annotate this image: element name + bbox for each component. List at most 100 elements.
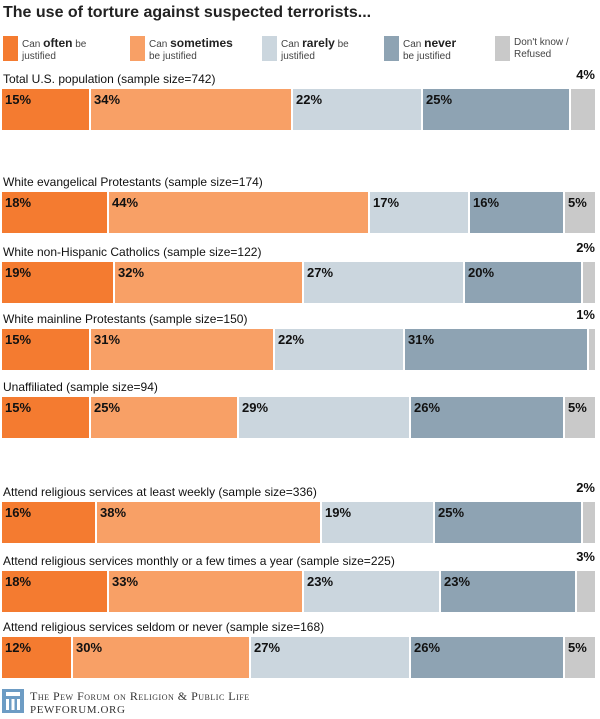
group-label: Attend religious services seldom or neve… [3,620,325,634]
legend-label-suffix: be [334,39,349,50]
bar-value-label: 20% [468,265,495,280]
bar-segment-dontknow: 2% [576,480,595,543]
bar-value-label: 38% [100,505,127,520]
bar-segment-often: 15% [2,89,91,130]
chart-legend: Can often be justified Can sometimes be jus… [0,36,600,66]
bar-value-label: 30% [76,640,103,655]
legend-label-dontknow: Don't know / Refused [514,37,569,61]
bar-segment-never: 25% [423,89,571,130]
legend-label-emphasis: sometimes [170,36,233,50]
legend-label-prefix: Can [22,39,44,50]
bar-segment-sometimes: 38% [97,502,322,543]
bar-row: 18% 44% 17% 16% 5% [2,192,595,233]
legend-label-line2: be justified [403,51,451,62]
group-label: White non-Hispanic Catholics (sample siz… [3,245,262,259]
legend-label-prefix: Can [403,39,425,50]
bar-row: 16% 38% 19% 25% 2% [2,480,595,543]
group-label: Attend religious services monthly or a f… [3,554,395,568]
bar-value-label: 15% [5,92,32,107]
bar-value-label: 26% [414,640,441,655]
bar-value-label: 2% [576,240,595,255]
bar-segment-dontknow: 4% [571,67,595,130]
bar-value-label: 16% [5,505,32,520]
bar-segment-never: 16% [470,192,565,233]
bar-segment-often: 18% [2,192,109,233]
bar-value-label: 25% [438,505,465,520]
bar-value-label: 18% [5,574,32,589]
bar-value-label: 27% [307,265,334,280]
bar-value-label: 15% [5,400,32,415]
bar-value-label: 27% [254,640,281,655]
bar-value-label: 17% [373,195,400,210]
legend-label-prefix: Don't know / [514,37,569,48]
bar-value-label: 4% [576,67,595,82]
bar-segment-often: 16% [2,502,97,543]
bar-segment-rarely: 19% [322,502,435,543]
bar-value-label: 1% [576,307,595,322]
bar-value-label: 25% [94,400,121,415]
bar-segment-often: 12% [2,637,73,678]
bar-segment-rarely: 27% [251,637,411,678]
bar-value-label: 29% [242,400,269,415]
bar-segment-dontknow: 5% [565,192,595,233]
bar-value-label: 2% [576,480,595,495]
bar-segment-rarely: 29% [239,397,411,438]
footer-org-name: The Pew Forum on Religion & Public Life [30,689,250,703]
legend-label-emphasis: rarely [302,36,335,50]
group-label: Total U.S. population (sample size=742) [3,72,216,86]
chart-title: The use of torture against suspected ter… [3,4,372,21]
legend-label-sometimes: Can sometimes be justified [149,37,233,63]
bar-row: 15% 34% 22% 25% 4% [2,67,595,130]
bar-segment-often: 15% [2,329,91,370]
legend-label-emphasis: never [424,36,457,50]
bar-segment-never: 31% [405,329,589,370]
bar-segment-often: 19% [2,262,115,303]
bar-value-label: 25% [426,92,453,107]
bar-value-label: 16% [473,195,500,210]
bar-segment-never: 20% [465,262,583,303]
legend-label-often: Can often be justified [22,37,86,63]
bar-value-label: 5% [568,400,587,415]
bar-row: 19% 32% 27% 20% 2% [2,240,595,303]
bar-segment-sometimes: 32% [115,262,304,303]
bar-value-label: 5% [568,195,587,210]
bar-row: 15% 31% 22% 31% 1% [2,307,595,370]
bar-value-label: 19% [325,505,352,520]
bar-segment-often: 15% [2,397,91,438]
legend-label-prefix: Can [149,39,171,50]
bar-segment-never: 25% [435,502,583,543]
bar-segment-sometimes: 25% [91,397,239,438]
bar-row: 12% 30% 27% 26% 5% [2,637,595,678]
bar-value-label: 22% [278,332,305,347]
bar-segment-never: 26% [411,637,565,678]
legend-label-line1: Don't know / [514,37,569,48]
bar-value-label: 18% [5,195,32,210]
bar-value-label: 3% [576,549,595,564]
legend-label-emphasis: often [43,36,73,50]
legend-label-line1: Can never [403,36,457,50]
bar-segment-rarely: 23% [304,571,441,612]
bar-segment-dontknow: 2% [576,240,595,303]
legend-label-line2: justified [22,51,56,62]
group-label: Unaffiliated (sample size=94) [3,380,158,394]
legend-swatch-sometimes [130,36,145,61]
legend-label-never: Can never be justified [403,37,456,63]
bar-value-label: 44% [112,195,139,210]
legend-label-line1: Can rarely be [281,36,349,50]
bar-value-label: 31% [408,332,435,347]
bar-segment-dontknow: 3% [576,549,595,612]
bar-segment-sometimes: 33% [109,571,304,612]
bar-segment-sometimes: 44% [109,192,370,233]
footer-url: PEWFORUM.ORG [30,704,126,716]
bar-value-label: 32% [118,265,145,280]
legend-label-suffix: be [72,39,87,50]
legend-swatch-never [384,36,399,61]
bar-segment-dontknow: 5% [565,637,595,678]
bar-segment-sometimes: 31% [91,329,275,370]
legend-label-prefix: Can [281,39,303,50]
group-label: Attend religious services at least weekl… [3,485,317,499]
bar-value-label: 22% [296,92,323,107]
bar-segment-sometimes: 30% [73,637,251,678]
group-label: White evangelical Protestants (sample si… [3,175,263,189]
bar-value-label: 33% [112,574,139,589]
